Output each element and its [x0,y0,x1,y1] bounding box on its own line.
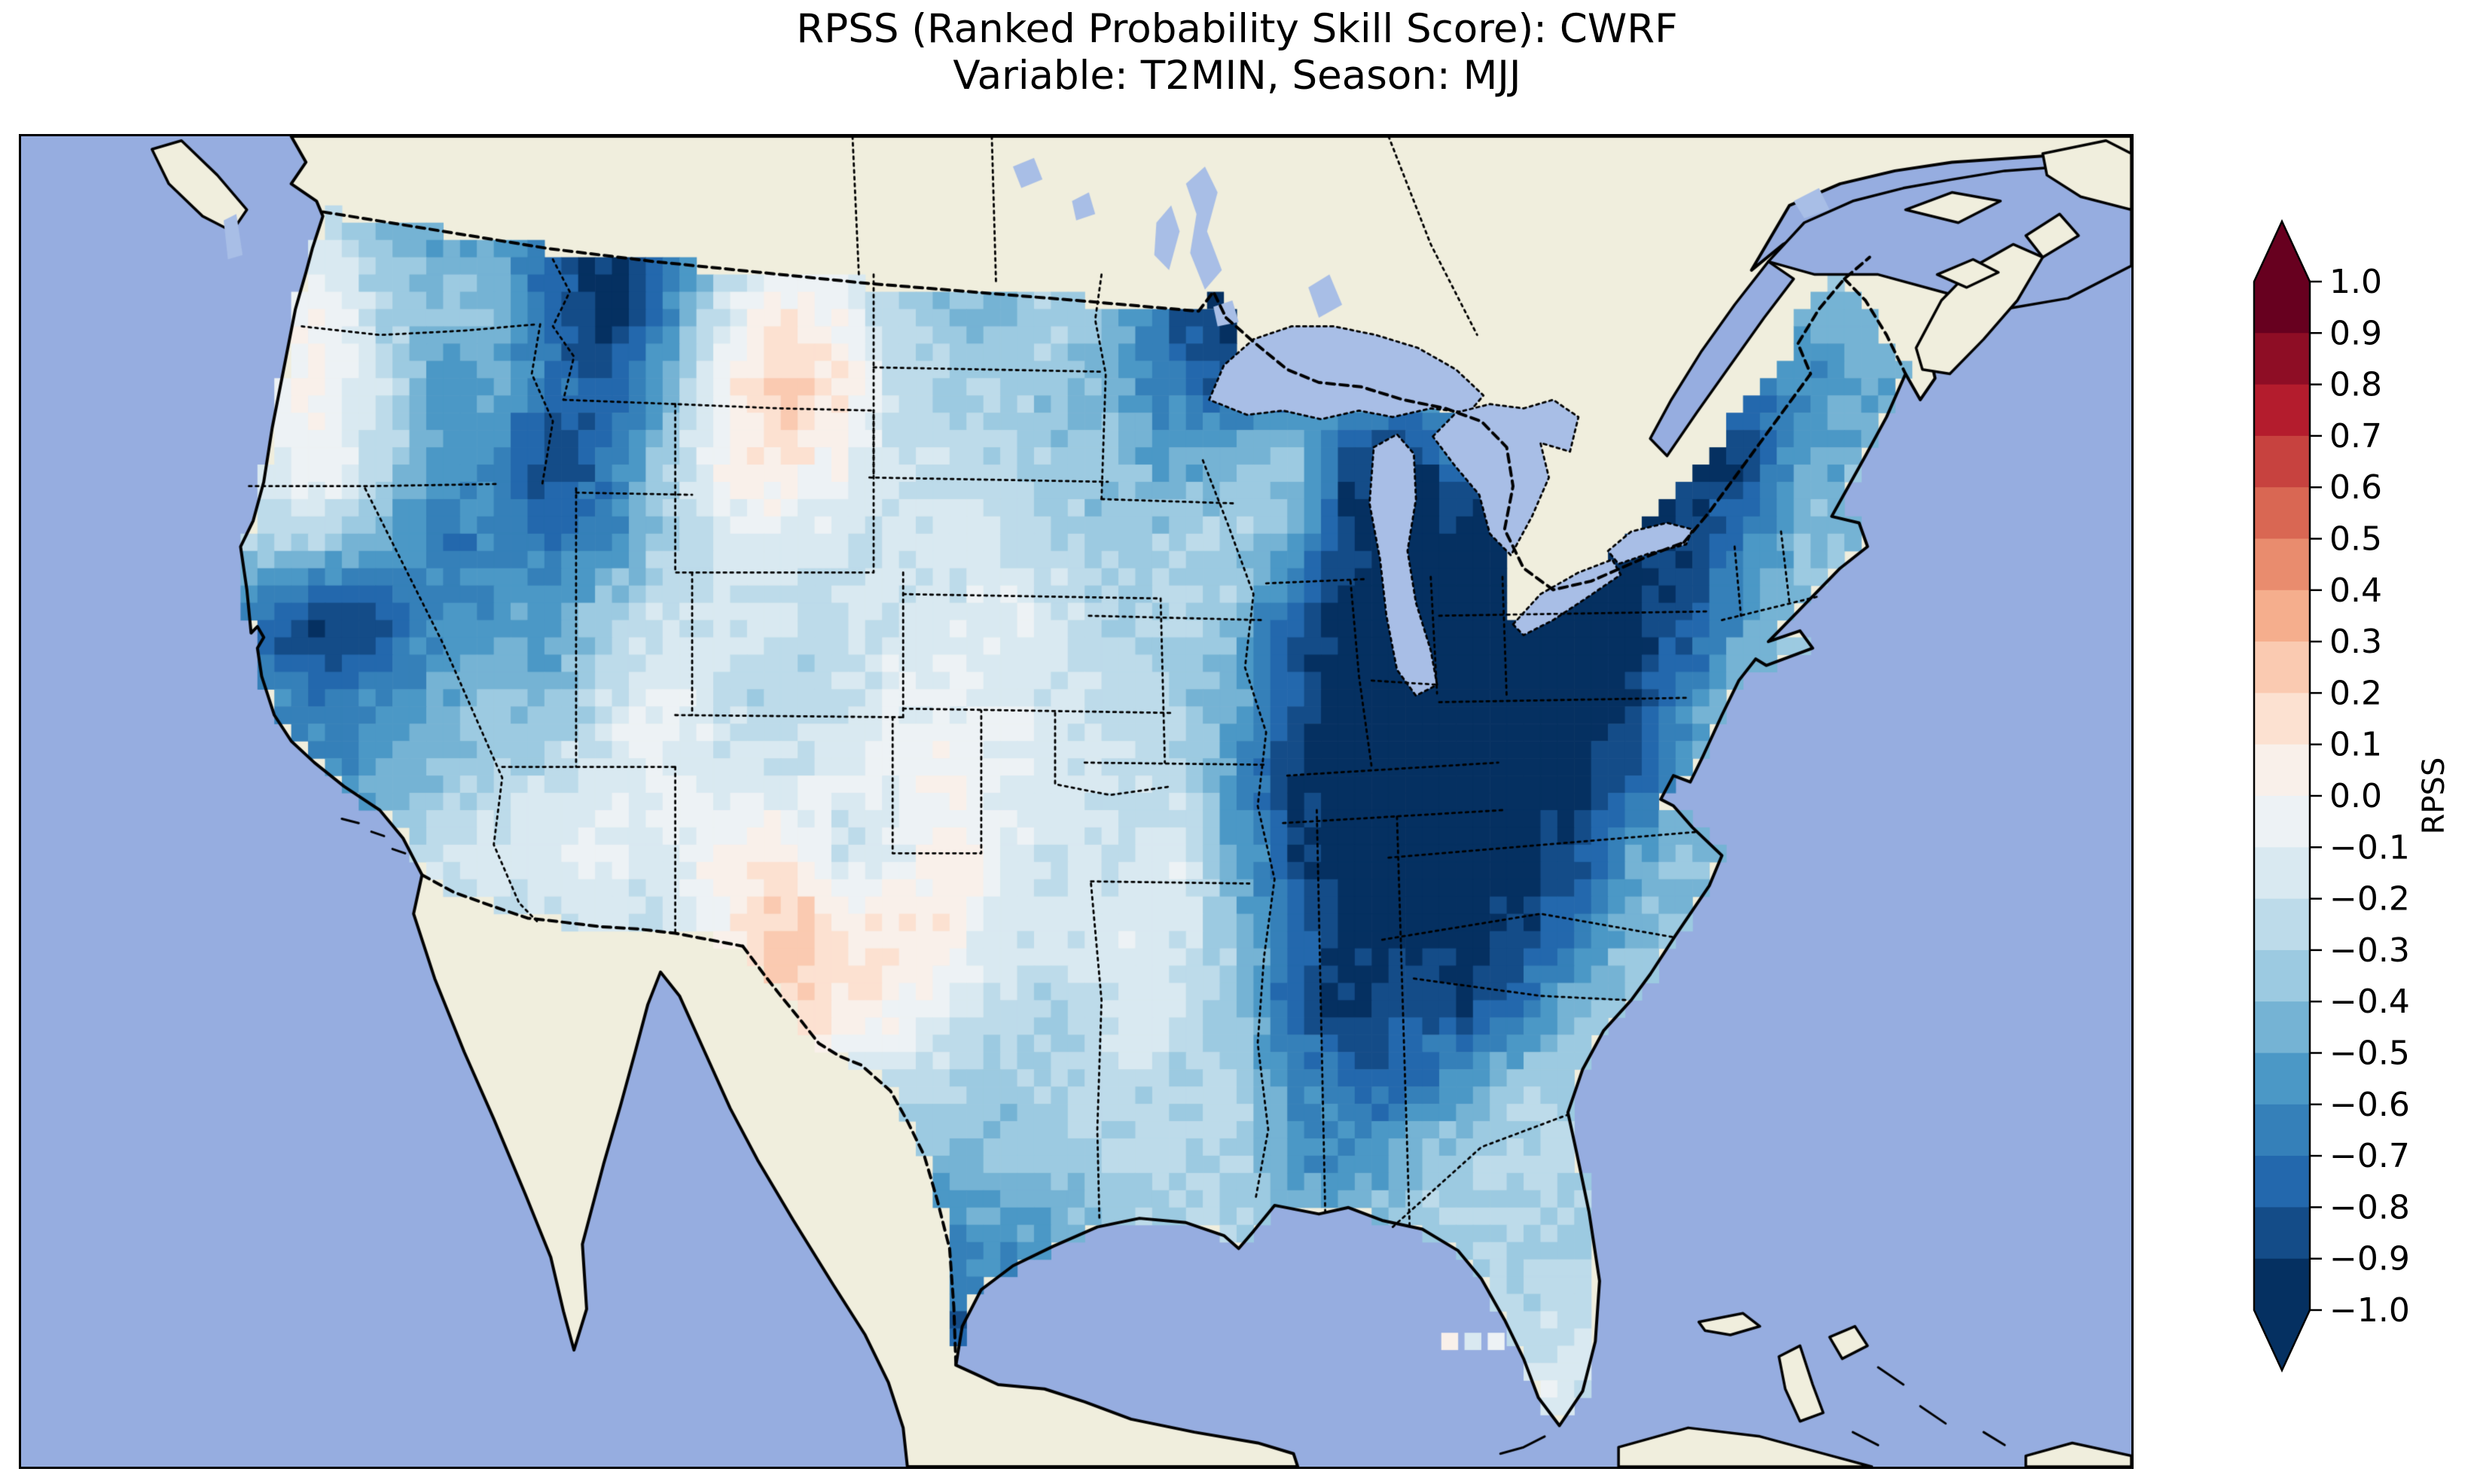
map-frame [19,134,2134,1469]
figure-title: RPSS (Ranked Probability Skill Score): C… [0,6,2474,99]
colorbar-tick-label: 0.7 [2329,417,2382,456]
colorbar-segment [2254,898,2310,951]
colorbar-axis-label: RPSS [2417,757,2451,835]
colorbar-segment [2254,949,2310,1002]
colorbar-tick-label: 0.1 [2329,726,2382,764]
colorbar-tick-label: 0.5 [2329,520,2382,559]
colorbar-segment [2254,641,2310,694]
colorbar-tick-label: 0.8 [2329,366,2382,404]
colorbar-segment [2254,1104,2310,1156]
colorbar-tick-label: 1.0 [2329,263,2382,301]
colorbar-segment [2254,1207,2310,1260]
colorbar-tick-label: 0.2 [2329,674,2382,712]
colorbar-tick-label: −0.3 [2329,931,2410,970]
colorbar-segment [2254,796,2310,848]
colorbar-tick-label: −0.8 [2329,1188,2410,1227]
colorbar-segment [2254,384,2310,437]
colorbar-segment [2254,744,2310,797]
colorbar-segment [2254,1156,2310,1208]
colorbar-tick-label: −0.4 [2329,983,2410,1021]
colorbar-segment [2254,538,2310,591]
colorbar-arrow-top [2254,221,2310,282]
colorbar-tick-label: −0.2 [2329,880,2410,919]
colorbar-tick-label: −0.6 [2329,1086,2410,1124]
colorbar-segment [2254,1053,2310,1105]
colorbar-tick-label: −0.5 [2329,1035,2410,1073]
colorbar: 1.0 0.9 0.8 0.7 0.6 0.5 0.4 0.3 0.2 0.1 0.0 −0.1 −0.… [2253,219,2451,1373]
colorbar-tick-label: −0.9 [2329,1240,2410,1278]
colorbar-segment [2254,282,2310,334]
colorbar-tick-label: −1.0 [2329,1291,2410,1330]
figure-title-line2: Variable: T2MIN, Season: MJJ [953,53,1521,99]
colorbar-segment [2254,847,2310,900]
colorbar-segment [2254,1258,2310,1311]
colorbar-segment [2254,333,2310,385]
colorbar-tick-label: −0.7 [2329,1137,2410,1175]
colorbar-segment [2254,693,2310,745]
map-canvas [21,136,2131,1467]
colorbar-tick-label: 0.9 [2329,314,2382,352]
colorbar-segment [2254,1001,2310,1054]
colorbar-tick-label: 0.4 [2329,571,2382,610]
colorbar-tick-label: 0.0 [2329,777,2382,815]
colorbar-segment [2254,590,2310,642]
colorbar-arrow-bottom [2254,1310,2310,1370]
colorbar-tick-label: 0.3 [2329,623,2382,661]
colorbar-segment [2254,487,2310,540]
colorbar-tick-label: 0.6 [2329,468,2382,507]
figure-title-line1: RPSS (Ranked Probability Skill Score): C… [796,6,1678,52]
colorbar-tick-label: −0.1 [2329,828,2410,867]
colorbar-segment [2254,435,2310,488]
